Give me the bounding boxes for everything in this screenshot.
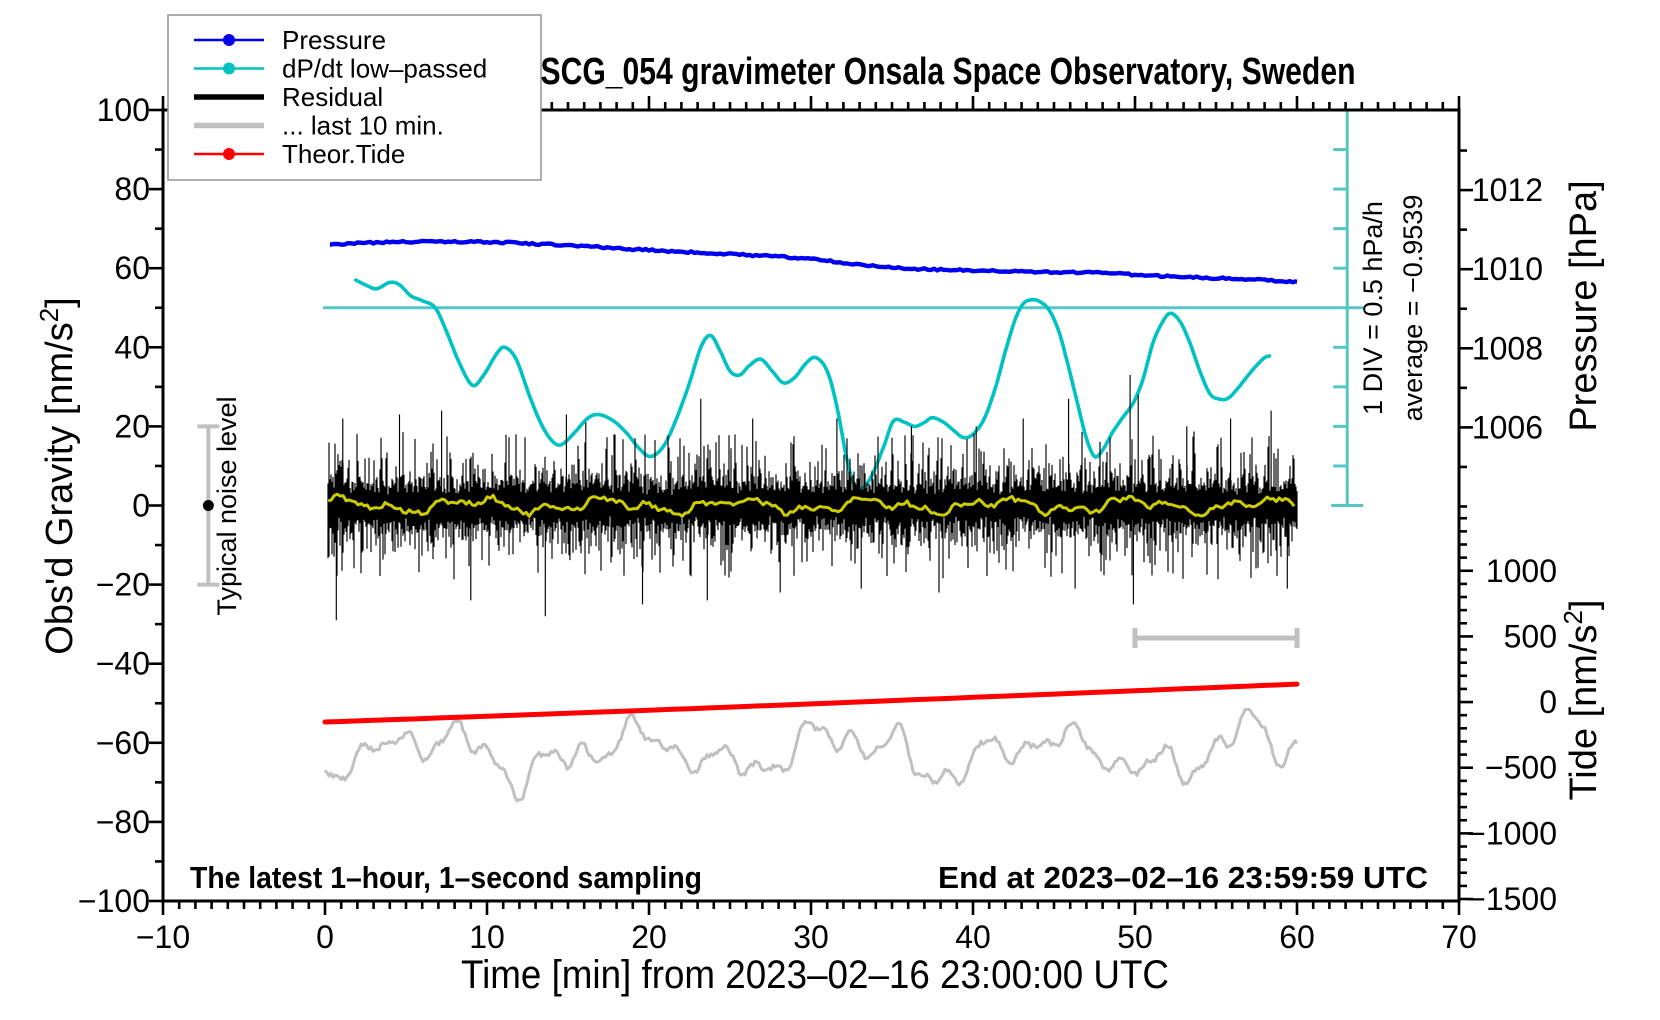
y-left-tick-label: −60 bbox=[96, 725, 150, 761]
legend-label: dP/dt low–passed bbox=[282, 54, 487, 84]
y-left-tick-label: −100 bbox=[78, 883, 150, 919]
tide-tick-label: −500 bbox=[1485, 750, 1557, 786]
legend-label: Pressure bbox=[282, 25, 386, 55]
legend-label: Theor.Tide bbox=[282, 139, 405, 169]
legend-item-last-10-min: ... last 10 min. bbox=[194, 111, 444, 141]
x-tick-label: 60 bbox=[1279, 919, 1315, 955]
y-left-tick-label: 0 bbox=[132, 488, 150, 524]
y-left-tick-label: 20 bbox=[114, 408, 150, 444]
chart-title: SCG_054 gravimeter Onsala Space Observat… bbox=[541, 51, 1356, 93]
tide-tick-label: −1500 bbox=[1467, 881, 1557, 917]
legend-item-pressure: Pressure bbox=[194, 25, 386, 55]
legend-label: ... last 10 min. bbox=[282, 111, 444, 141]
x-axis-title: Time [min] from 2023–02–16 23:00:00 UTC bbox=[461, 953, 1169, 997]
residual-trace-layer bbox=[327, 375, 1298, 621]
div-scale-label: 1 DIV = 0.5 hPa/h bbox=[1358, 201, 1388, 415]
typical-noise-level-label: Typical noise level bbox=[212, 396, 242, 615]
tide-title-close: ] bbox=[1563, 599, 1605, 610]
legend-item-dp-dt-low-passed: dP/dt low–passed bbox=[194, 54, 487, 84]
tide-tick-label: 1000 bbox=[1486, 553, 1557, 589]
legend-label: Residual bbox=[282, 82, 383, 112]
end-time-note: End at 2023–02–16 23:59:59 UTC bbox=[938, 860, 1428, 895]
tide-tick-label: 0 bbox=[1539, 684, 1557, 720]
x-tick-label: 10 bbox=[469, 919, 505, 955]
pressure-tick-label: 1008 bbox=[1472, 330, 1543, 366]
y-left-tick-label: −20 bbox=[96, 567, 150, 603]
pressure-tick-label: 1010 bbox=[1472, 251, 1543, 287]
y-left-title-sup: 2 bbox=[34, 308, 64, 322]
x-tick-label: −10 bbox=[136, 919, 190, 955]
pressure-series-layer bbox=[329, 238, 1298, 285]
residual-smoothed-line bbox=[327, 492, 1296, 518]
legend-item-residual: Residual bbox=[194, 82, 383, 112]
legend-item-theor-tide: Theor.Tide bbox=[194, 139, 405, 169]
pressure-tick-label: 1012 bbox=[1472, 172, 1543, 208]
residual-trace bbox=[327, 375, 1298, 621]
x-tick-label: 20 bbox=[631, 919, 667, 955]
theor-tide-line bbox=[322, 681, 1300, 725]
tide-tick-label: −1000 bbox=[1467, 815, 1557, 851]
legend-dot-sample bbox=[223, 62, 235, 75]
tide-title-sup: 2 bbox=[1558, 610, 1588, 624]
noise-level-marker-layer bbox=[197, 424, 220, 587]
dpdt-guides-layer bbox=[323, 108, 1366, 507]
noise-level-dot bbox=[202, 500, 214, 511]
legend-dot-sample bbox=[223, 34, 235, 46]
last10-trace-layer bbox=[323, 707, 1299, 803]
legend-dot-sample bbox=[223, 148, 235, 160]
x-tick-label: 30 bbox=[793, 919, 829, 955]
y-left-axis-title: Obs'd Gravity [nm/s2] bbox=[34, 297, 81, 654]
plot-frame-layer: −10 0 10 20 30 40 50 60 70−100−80−60−40−20020406… bbox=[78, 92, 1557, 955]
tide-axis-title: Tide [nm/s2] bbox=[1558, 599, 1605, 800]
pressure-axis-title: Pressure [hPa] bbox=[1563, 180, 1605, 431]
sampling-note: The latest 1–hour, 1–second sampling bbox=[190, 860, 702, 895]
x-tick-label: 50 bbox=[1117, 919, 1153, 955]
last10-trace bbox=[323, 707, 1299, 803]
x-tick-label: 40 bbox=[955, 919, 991, 955]
x-tick-label: 70 bbox=[1441, 919, 1477, 955]
last10-scalebar-layer bbox=[1132, 627, 1300, 648]
tide-title-main: Tide [nm/s bbox=[1563, 625, 1605, 801]
pressure-tick-label: 1006 bbox=[1472, 409, 1543, 445]
y-left-title-close: ] bbox=[39, 297, 81, 308]
pressure-line bbox=[329, 238, 1298, 285]
y-left-tick-label: 40 bbox=[114, 329, 150, 365]
tide-tick-label: 500 bbox=[1504, 618, 1557, 654]
y-left-tick-label: 100 bbox=[97, 92, 150, 128]
y-left-tick-label: 60 bbox=[114, 250, 150, 286]
y-left-title-main: Obs'd Gravity [nm/s bbox=[39, 322, 81, 654]
y-left-tick-label: 80 bbox=[114, 171, 150, 207]
theor-tide-layer bbox=[322, 681, 1300, 725]
average-dpdt-label: average = −0.9539 bbox=[1398, 195, 1428, 422]
y-left-tick-label: −80 bbox=[96, 804, 150, 840]
residual-smoothed-layer bbox=[327, 492, 1296, 518]
y-left-tick-label: −40 bbox=[96, 646, 150, 682]
x-tick-label: 0 bbox=[316, 919, 334, 955]
